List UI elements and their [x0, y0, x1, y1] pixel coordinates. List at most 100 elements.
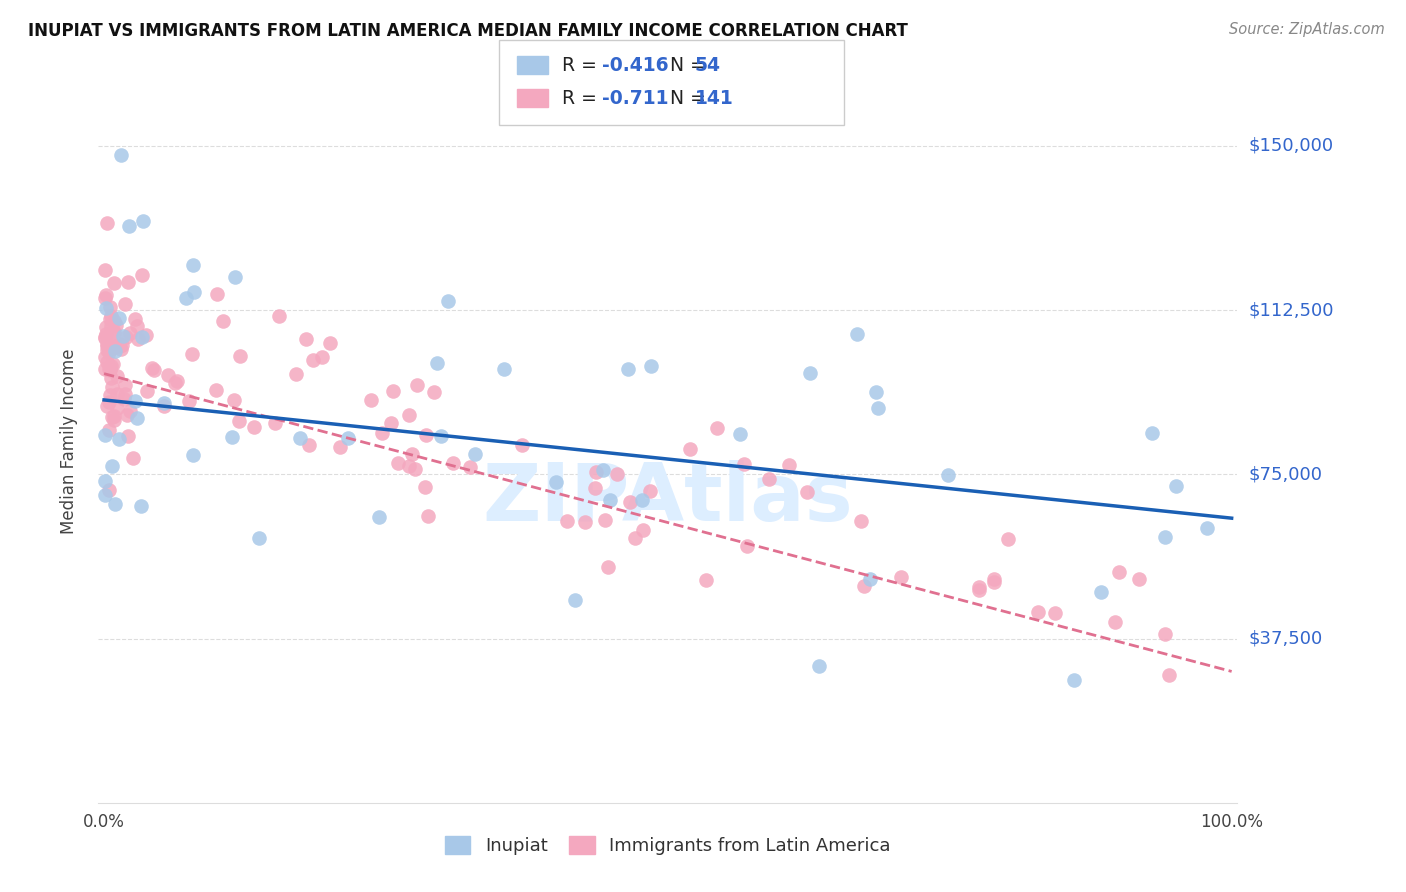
- Point: [105, 318, 128, 332]
- Text: -0.711: -0.711: [602, 88, 668, 108]
- Point: [360, 393, 382, 408]
- Point: [127, 410, 149, 425]
- Point: [96, 354, 118, 368]
- Point: [117, 276, 139, 290]
- Point: [110, 343, 132, 357]
- Point: [859, 572, 882, 586]
- Y-axis label: Median Family Income: Median Family Income: [59, 349, 77, 534]
- Text: -0.416: -0.416: [602, 55, 668, 75]
- Point: [103, 338, 125, 352]
- Point: [1090, 584, 1112, 599]
- Point: [243, 419, 266, 434]
- Point: [285, 367, 308, 381]
- Point: [1164, 478, 1187, 492]
- Point: [105, 386, 128, 401]
- Text: 141: 141: [695, 88, 734, 108]
- Point: [564, 592, 586, 607]
- Point: [845, 327, 868, 342]
- Point: [1140, 425, 1163, 440]
- Point: [98, 345, 121, 359]
- Point: [117, 408, 139, 422]
- Point: [111, 328, 134, 343]
- Point: [152, 399, 174, 413]
- Point: [617, 362, 640, 376]
- Point: [807, 658, 830, 673]
- Point: [96, 216, 118, 230]
- Text: $37,500: $37,500: [1249, 630, 1323, 648]
- Point: [967, 580, 990, 594]
- Point: [267, 309, 290, 323]
- Point: [100, 380, 122, 394]
- Point: [799, 366, 821, 380]
- Point: [429, 429, 451, 443]
- Point: [1154, 530, 1177, 544]
- Point: [640, 359, 662, 373]
- Point: [98, 300, 121, 314]
- Point: [101, 410, 124, 425]
- Point: [94, 488, 117, 502]
- Point: [415, 428, 437, 442]
- Point: [103, 325, 125, 339]
- Point: [135, 327, 157, 342]
- Point: [969, 583, 991, 598]
- Point: [207, 286, 229, 301]
- Point: [124, 394, 146, 409]
- Point: [103, 409, 125, 424]
- Point: [120, 403, 142, 417]
- Point: [1045, 606, 1067, 620]
- Point: [398, 408, 420, 422]
- Point: [416, 509, 439, 524]
- Point: [441, 456, 464, 470]
- Text: ZIPAtlas: ZIPAtlas: [482, 460, 853, 539]
- Point: [849, 514, 872, 528]
- Point: [108, 433, 131, 447]
- Point: [405, 378, 427, 392]
- Point: [599, 493, 621, 508]
- Point: [103, 413, 125, 427]
- Point: [156, 368, 179, 382]
- Point: [117, 429, 139, 443]
- Point: [510, 437, 533, 451]
- Point: [1195, 521, 1218, 535]
- Point: [492, 361, 515, 376]
- Point: [101, 459, 124, 474]
- Point: [464, 447, 486, 461]
- Point: [94, 427, 117, 442]
- Point: [94, 474, 117, 488]
- Point: [96, 399, 118, 413]
- Point: [103, 314, 125, 328]
- Point: [1063, 673, 1085, 688]
- Point: [176, 292, 198, 306]
- Point: [96, 301, 118, 315]
- Point: [100, 359, 122, 373]
- Point: [96, 343, 118, 357]
- Point: [997, 532, 1019, 546]
- Point: [131, 330, 153, 344]
- Point: [583, 482, 606, 496]
- Text: $75,000: $75,000: [1249, 466, 1323, 483]
- Point: [166, 375, 188, 389]
- Point: [98, 483, 121, 498]
- Point: [638, 484, 661, 499]
- Point: [131, 268, 153, 283]
- Point: [592, 462, 614, 476]
- Point: [706, 420, 728, 434]
- Point: [1128, 573, 1150, 587]
- Point: [631, 523, 654, 537]
- Point: [1108, 565, 1130, 579]
- Point: [108, 337, 131, 351]
- Point: [132, 214, 155, 228]
- Point: [112, 392, 135, 406]
- Point: [181, 449, 204, 463]
- Point: [103, 339, 125, 353]
- Point: [204, 383, 226, 397]
- Point: [98, 363, 121, 377]
- Point: [98, 387, 121, 401]
- Point: [135, 384, 157, 398]
- Point: [1153, 627, 1175, 641]
- Text: 54: 54: [695, 55, 720, 75]
- Point: [735, 539, 758, 553]
- Point: [114, 378, 136, 392]
- Point: [97, 395, 120, 409]
- Point: [733, 457, 755, 471]
